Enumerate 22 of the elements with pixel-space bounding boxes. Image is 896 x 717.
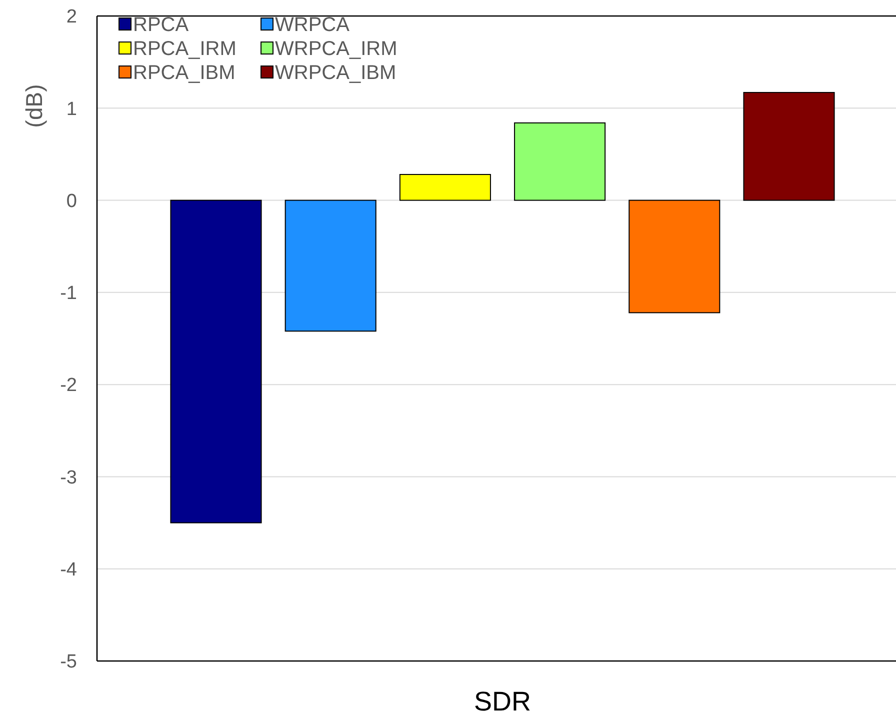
y-axis-title: (dB) <box>21 84 48 128</box>
legend-label: RPCA_IBM <box>133 62 236 84</box>
y-tick-label: -4 <box>60 560 78 581</box>
bar <box>399 174 491 201</box>
bar <box>284 200 376 332</box>
bar <box>743 92 835 201</box>
legend-label: WRPCA_IBM <box>275 62 396 84</box>
bar <box>628 200 720 314</box>
legend-label: WRPCA <box>275 14 350 36</box>
bar <box>514 122 606 201</box>
bar <box>170 200 262 524</box>
y-tick-label: -5 <box>60 652 77 673</box>
y-tick-label: 1 <box>66 98 77 120</box>
y-tick-label: -2 <box>60 375 77 396</box>
y-tick-label: 0 <box>66 190 77 212</box>
legend-label: WRPCA_IRM <box>275 38 398 60</box>
x-tick-label: SDR <box>474 686 532 716</box>
y-tick-label: 2 <box>66 6 77 28</box>
legend-label: RPCA <box>133 14 190 36</box>
y-tick-label: -1 <box>60 283 77 304</box>
y-tick-label: -3 <box>60 467 77 488</box>
legend-label: RPCA_IRM <box>133 38 236 60</box>
